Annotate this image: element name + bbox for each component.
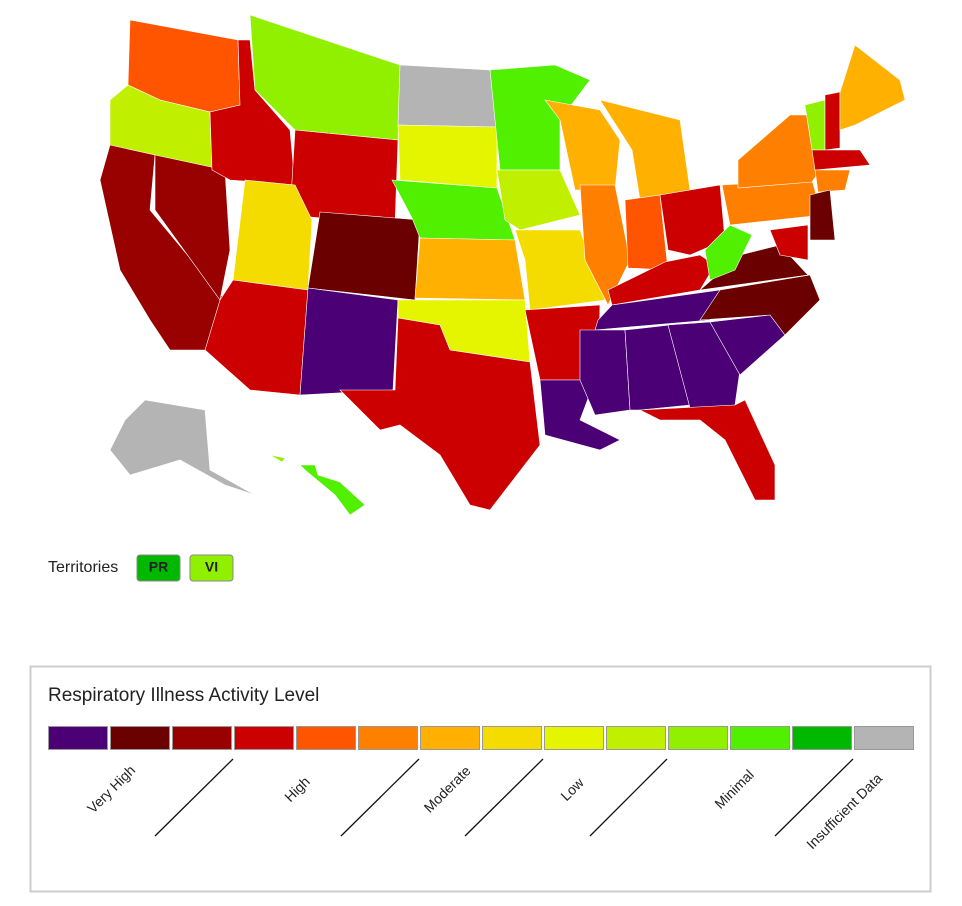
region[interactable] xyxy=(638,399,776,501)
legend-swatch xyxy=(110,726,170,750)
region[interactable] xyxy=(99,144,226,351)
legend-swatch xyxy=(668,726,728,750)
region[interactable] xyxy=(839,44,906,131)
region[interactable] xyxy=(299,464,366,516)
region[interactable] xyxy=(704,224,753,281)
region[interactable] xyxy=(397,124,498,189)
legend-swatch xyxy=(792,726,852,750)
territory-button[interactable] xyxy=(189,554,234,582)
legend-label: Low xyxy=(557,774,587,804)
legend-label: Minimal xyxy=(711,766,756,811)
legend-box xyxy=(29,665,932,893)
region[interactable] xyxy=(699,274,821,336)
region[interactable] xyxy=(769,224,809,261)
legend-swatch xyxy=(358,726,418,750)
region[interactable] xyxy=(814,169,851,193)
region[interactable] xyxy=(269,454,286,463)
us-map xyxy=(99,14,906,516)
legend: Very High High Moderate Low Minimal Insuffici… xyxy=(48,726,914,852)
region[interactable] xyxy=(109,399,256,496)
region[interactable] xyxy=(299,287,399,396)
legend-swatch xyxy=(296,726,356,750)
region[interactable] xyxy=(496,169,581,231)
region[interactable] xyxy=(737,114,821,189)
territory-label: VI xyxy=(205,559,218,575)
legend-swatch xyxy=(48,726,108,750)
legend-swatch xyxy=(172,726,232,750)
legend-swatch xyxy=(482,726,542,750)
legend-label: Moderate xyxy=(421,762,474,815)
legend-label: High xyxy=(281,773,313,805)
region[interactable] xyxy=(232,179,313,291)
region[interactable] xyxy=(811,149,871,171)
region[interactable] xyxy=(579,329,631,416)
region[interactable] xyxy=(809,189,836,241)
territory-label: PR xyxy=(149,559,168,575)
territories: PR VI xyxy=(136,554,234,582)
legend-label: Very High xyxy=(84,762,138,816)
region[interactable] xyxy=(307,211,421,301)
legend-swatch xyxy=(420,726,480,750)
legend-swatch xyxy=(854,726,914,750)
legend-separators xyxy=(154,758,854,837)
legend-swatch xyxy=(234,726,294,750)
region[interactable] xyxy=(414,237,526,301)
legend-swatch xyxy=(606,726,666,750)
legend-label: Insufficient Data xyxy=(803,770,885,852)
region[interactable] xyxy=(579,184,631,306)
territories-label: Territories xyxy=(48,559,118,576)
legend-swatch xyxy=(544,726,604,750)
territory-button[interactable] xyxy=(136,554,181,582)
region[interactable] xyxy=(339,317,541,511)
region[interactable] xyxy=(721,179,823,226)
region[interactable] xyxy=(397,64,498,128)
region[interactable] xyxy=(824,91,841,151)
legend-title: Respiratory Illness Activity Level xyxy=(48,685,319,706)
region[interactable] xyxy=(514,229,606,311)
legend-swatch xyxy=(730,726,790,750)
